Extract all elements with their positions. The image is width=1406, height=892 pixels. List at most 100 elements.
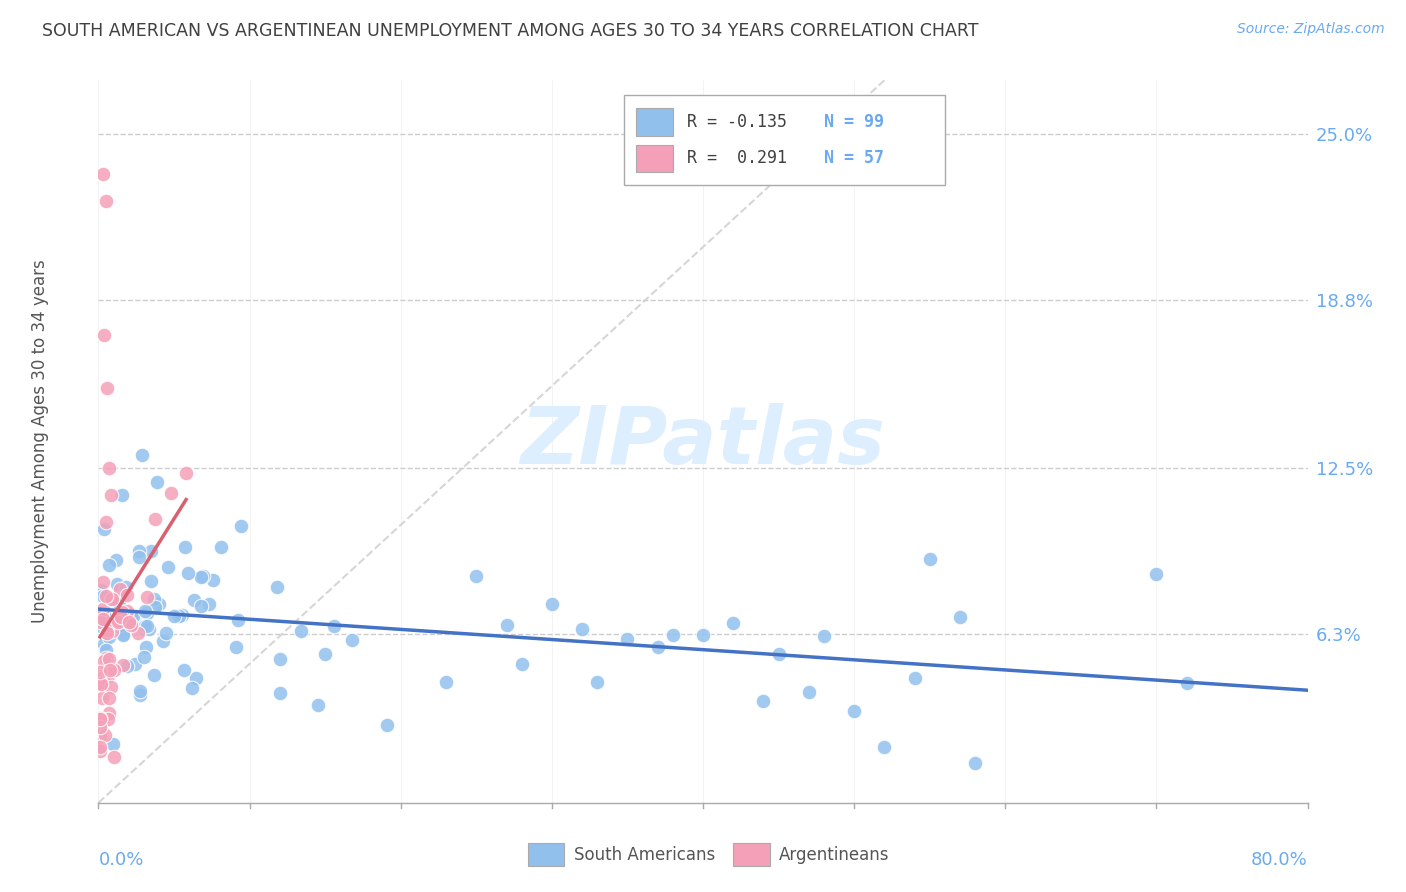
- Point: [91, 167, 114, 181]
- Point: [136, 591, 159, 605]
- Point: [143, 667, 166, 681]
- Point: [145, 512, 167, 526]
- Point: [129, 684, 152, 698]
- Point: [103, 664, 125, 678]
- Point: [229, 518, 252, 533]
- Point: [540, 597, 562, 611]
- Point: [108, 582, 131, 596]
- Point: [269, 686, 291, 700]
- Point: [104, 553, 127, 567]
- Point: [93, 654, 115, 668]
- Text: N = 99: N = 99: [824, 113, 884, 131]
- Text: SOUTH AMERICAN VS ARGENTINEAN UNEMPLOYMENT AMONG AGES 30 TO 34 YEARS CORRELATION: SOUTH AMERICAN VS ARGENTINEAN UNEMPLOYME…: [42, 22, 979, 40]
- Point: [768, 647, 790, 661]
- Point: [107, 618, 129, 632]
- Point: [101, 624, 124, 639]
- Point: [434, 675, 457, 690]
- Point: [661, 627, 683, 641]
- Point: [90, 615, 112, 630]
- Point: [100, 680, 122, 694]
- Point: [844, 704, 866, 718]
- Point: [465, 569, 488, 583]
- Point: [90, 715, 112, 730]
- Point: [139, 574, 162, 588]
- Point: [752, 694, 775, 708]
- Point: [965, 756, 987, 770]
- Point: [93, 327, 115, 342]
- Point: [96, 589, 118, 603]
- Point: [918, 552, 941, 566]
- Point: [314, 647, 336, 661]
- Point: [269, 652, 291, 666]
- Point: [91, 589, 114, 603]
- Point: [93, 670, 115, 684]
- Point: [89, 711, 111, 725]
- Point: [136, 606, 159, 620]
- Point: [135, 619, 157, 633]
- Point: [571, 622, 593, 636]
- Point: [105, 577, 128, 591]
- Point: [120, 608, 142, 623]
- Point: [115, 607, 138, 622]
- Point: [90, 675, 112, 690]
- Text: Unemployment Among Ages 30 to 34 years: Unemployment Among Ages 30 to 34 years: [31, 260, 49, 624]
- Point: [170, 608, 193, 623]
- Point: [616, 632, 638, 647]
- Point: [111, 628, 134, 642]
- Point: [93, 522, 115, 536]
- Point: [190, 599, 212, 613]
- Point: [112, 627, 135, 641]
- Point: [91, 602, 114, 616]
- Point: [107, 615, 129, 629]
- Point: [226, 613, 249, 627]
- Point: [96, 381, 118, 395]
- Point: [290, 624, 312, 638]
- Point: [93, 607, 115, 621]
- Text: South Americans: South Americans: [574, 846, 714, 863]
- Point: [155, 626, 177, 640]
- Point: [138, 622, 160, 636]
- FancyBboxPatch shape: [624, 95, 945, 185]
- Point: [163, 609, 186, 624]
- Point: [211, 540, 233, 554]
- Point: [97, 706, 120, 721]
- Point: [98, 631, 121, 645]
- Point: [266, 580, 288, 594]
- Point: [159, 486, 181, 500]
- Text: ZIPatlas: ZIPatlas: [520, 402, 886, 481]
- FancyBboxPatch shape: [637, 145, 672, 172]
- Point: [904, 671, 927, 685]
- Point: [100, 591, 122, 606]
- Text: R =  0.291: R = 0.291: [688, 149, 787, 168]
- Point: [107, 596, 129, 610]
- Point: [127, 626, 149, 640]
- Point: [100, 488, 122, 502]
- Point: [117, 588, 139, 602]
- Point: [813, 629, 835, 643]
- Point: [375, 718, 398, 732]
- Point: [110, 609, 132, 624]
- Point: [190, 570, 212, 584]
- Point: [177, 566, 200, 580]
- Point: [797, 685, 820, 699]
- Point: [135, 640, 157, 654]
- Point: [173, 663, 195, 677]
- Point: [340, 632, 363, 647]
- Point: [134, 619, 156, 633]
- FancyBboxPatch shape: [734, 843, 769, 866]
- Point: [91, 575, 114, 590]
- Point: [122, 611, 145, 625]
- Point: [98, 558, 121, 572]
- Text: Source: ZipAtlas.com: Source: ZipAtlas.com: [1237, 22, 1385, 37]
- Point: [93, 637, 115, 651]
- Point: [115, 604, 138, 618]
- Point: [115, 580, 138, 594]
- Point: [120, 618, 142, 632]
- Point: [146, 475, 169, 489]
- Point: [89, 744, 111, 758]
- Point: [1175, 676, 1198, 690]
- Point: [132, 650, 155, 665]
- Point: [647, 640, 669, 654]
- Point: [124, 657, 146, 672]
- Point: [510, 657, 533, 672]
